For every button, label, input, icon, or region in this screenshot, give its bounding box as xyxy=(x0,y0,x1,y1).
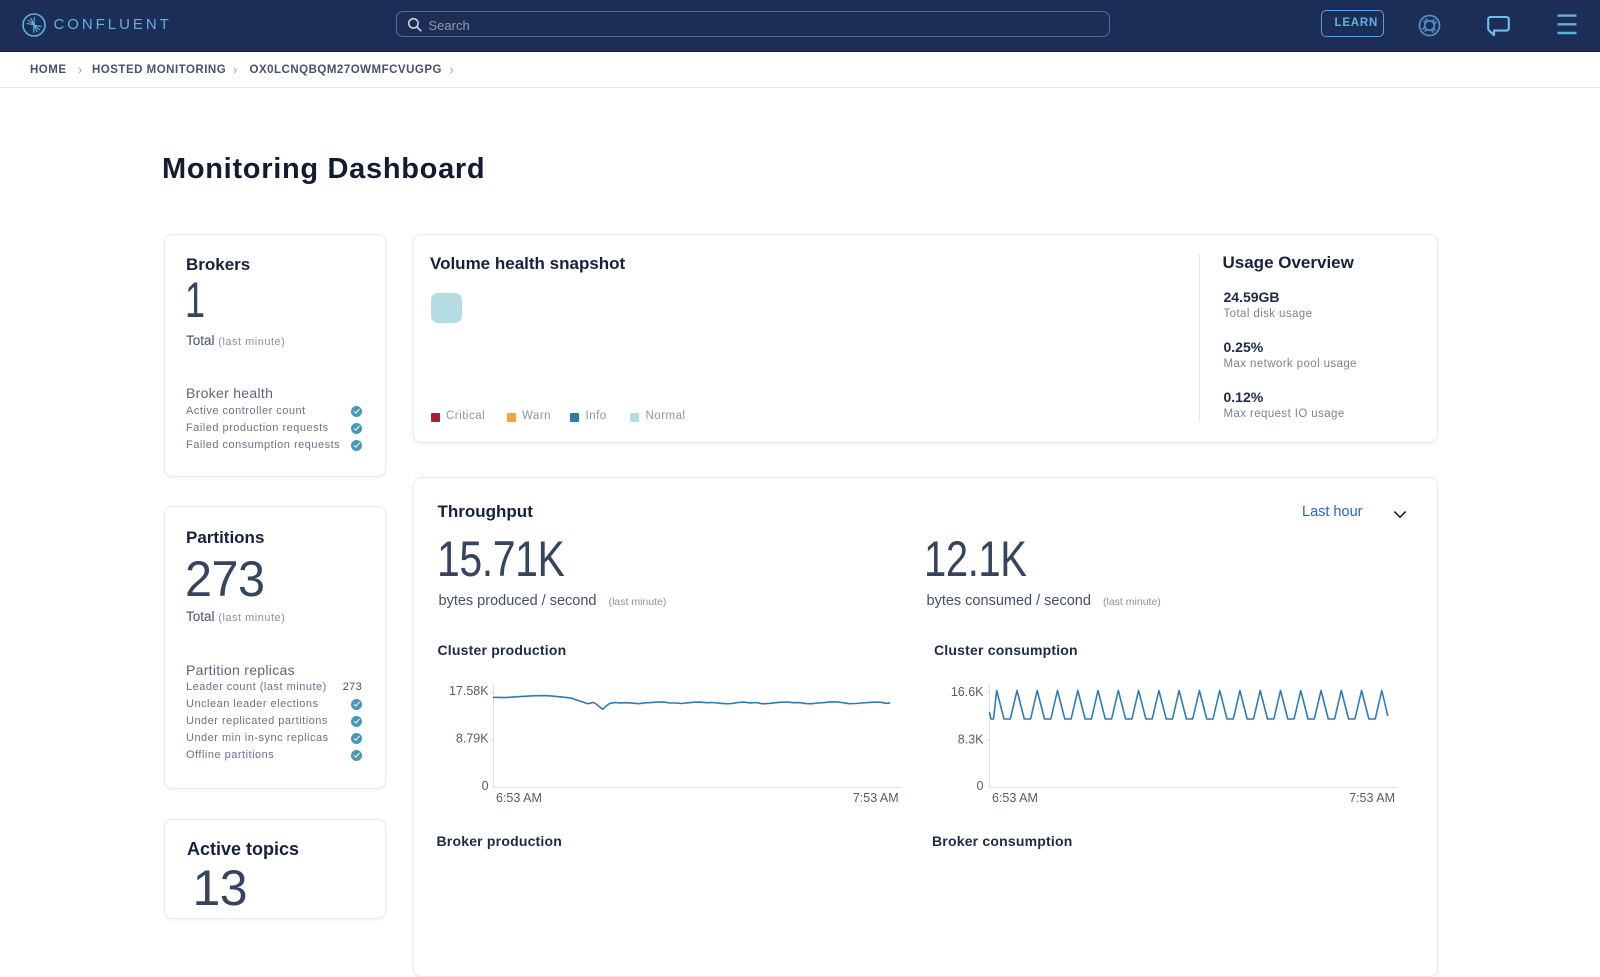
svg-text:16.6K: 16.6K xyxy=(951,685,984,699)
svg-text:17.58K: 17.58K xyxy=(449,684,489,698)
svg-text:0: 0 xyxy=(482,779,489,793)
svg-text:8.79K: 8.79K xyxy=(456,731,489,745)
svg-text:8.3K: 8.3K xyxy=(958,733,984,747)
svg-text:7:53 AM: 7:53 AM xyxy=(1349,791,1395,805)
svg-text:7:53 AM: 7:53 AM xyxy=(853,791,899,805)
svg-text:6:53 AM: 6:53 AM xyxy=(992,791,1038,805)
svg-text:0: 0 xyxy=(977,779,984,793)
svg-text:6:53 AM: 6:53 AM xyxy=(496,791,542,805)
